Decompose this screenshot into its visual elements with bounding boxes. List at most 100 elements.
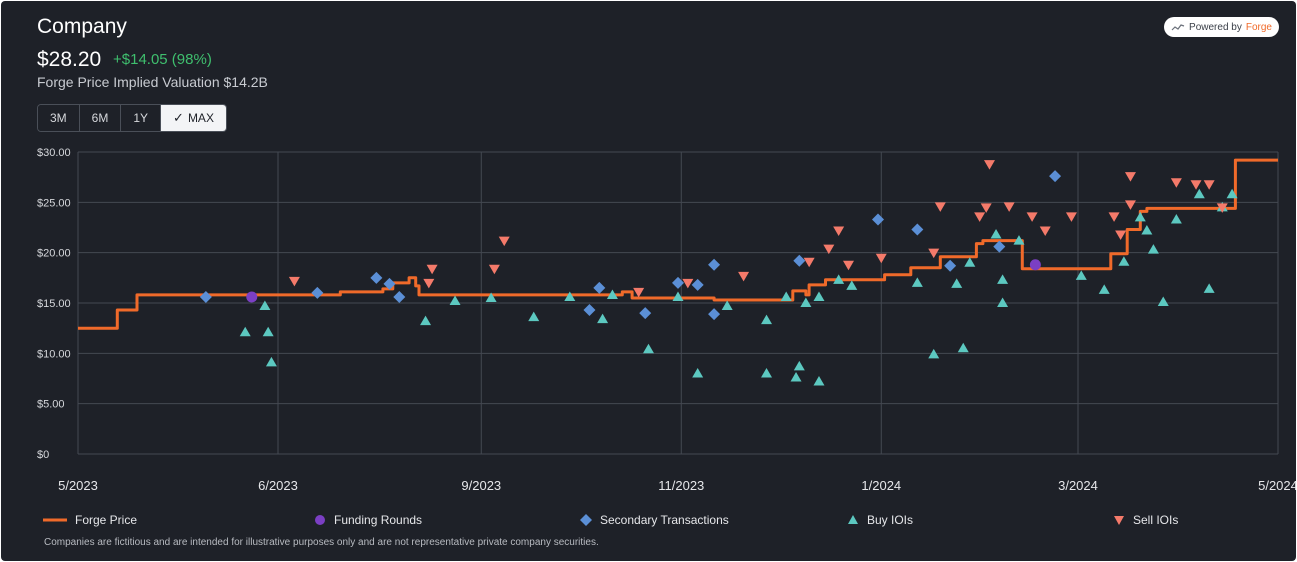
secondary-transaction-point [993, 240, 1006, 253]
price-change: +$14.05 (98%) [113, 51, 212, 68]
buy-ioi-point [846, 280, 858, 290]
buy-ioi-point [833, 274, 845, 284]
sell-ioi-point [426, 264, 438, 275]
secondary-transaction-point [583, 304, 596, 317]
buy-ioi-point [597, 313, 609, 324]
disclaimer-text: Companies are fictitious and are intende… [44, 537, 599, 548]
buy-ioi-point [997, 297, 1009, 307]
funding-round-point [246, 291, 258, 303]
secondary-transaction-point [793, 254, 806, 267]
buy-ioi-point [813, 376, 825, 386]
sell-ioi-point [1108, 212, 1120, 222]
buy-ioi-point [793, 360, 805, 371]
sell-ioi-point [1124, 200, 1136, 210]
sell-ioi-point [423, 278, 435, 289]
x-tick-label: 6/2023 [258, 478, 298, 493]
x-tick-label: 5/2023 [58, 478, 98, 493]
y-tick-label: $0 [37, 449, 49, 461]
y-tick-label: $5.00 [37, 399, 65, 411]
buy-ioi-point [761, 367, 773, 378]
secondary-transaction-point [1049, 170, 1062, 183]
buy-ioi-point [1147, 244, 1159, 254]
sell-ioi-point [803, 257, 815, 268]
range-button-1y[interactable]: 1Y [121, 105, 162, 131]
legend-line-swatch [43, 518, 67, 522]
x-tick-label: 5/2024 [1258, 478, 1296, 493]
sell-ioi-point [928, 248, 940, 259]
range-label-1y: 1Y [133, 111, 149, 125]
buy-ioi-point [1193, 188, 1205, 199]
secondary-transaction-point [370, 271, 383, 284]
sell-ioi-point [682, 278, 694, 289]
buy-ioi-point [1170, 213, 1182, 224]
current-price: $28.20 [37, 48, 102, 71]
sell-ioi-point [1124, 172, 1136, 182]
sell-ioi-point [875, 253, 887, 264]
buy-ioi-point [1075, 270, 1087, 280]
buy-ioi-point [813, 291, 825, 301]
legend-forge-price: Forge Price [43, 513, 137, 527]
buy-ioi-point [1141, 225, 1153, 235]
range-label-max: MAX [187, 111, 214, 125]
sell-ioi-point [738, 271, 750, 282]
buy-ioi-point [485, 292, 497, 302]
buy-ioi-point [1203, 283, 1215, 293]
buy-ioi-point [957, 342, 969, 353]
sell-ioi-point [823, 244, 835, 255]
range-button-3m[interactable]: 3M [38, 105, 80, 131]
implied-valuation: Forge Price Implied Valuation $14.2B [37, 74, 268, 90]
powered-by-forge-badge[interactable]: Powered by Forge [1164, 17, 1279, 37]
sell-ioi-point [1170, 178, 1182, 188]
legend-funding-rounds: Funding Rounds [314, 513, 422, 527]
company-title: Company [37, 15, 127, 38]
secondary-transaction-point [199, 290, 212, 303]
sell-ioi-point [633, 287, 645, 298]
secondary-transaction-point [639, 307, 652, 320]
legend-forge-price-label: Forge Price [75, 513, 138, 527]
secondary-transaction-point [393, 290, 406, 303]
time-range-selector: 3M 6M 1Y ✓ MAX [37, 104, 227, 132]
secondary-transaction-point [691, 278, 704, 291]
legend-buy-iois: Buy IOIs [847, 513, 913, 527]
legend-diamond-swatch [580, 514, 592, 526]
buy-ioi-point [790, 371, 802, 382]
buy-ioi-point [259, 300, 271, 311]
secondary-transaction-point [383, 277, 396, 290]
secondary-transaction-point [708, 308, 721, 321]
sell-ioi-point [488, 264, 500, 275]
legend-circle-swatch [315, 515, 325, 525]
buy-ioi-point [528, 311, 540, 322]
sell-ioi-point [1065, 212, 1077, 222]
buy-ioi-point [800, 297, 812, 307]
legend-sell-iois: Sell IOIs [1113, 513, 1178, 527]
range-button-max[interactable]: ✓ MAX [161, 105, 226, 131]
buy-ioi-point [1013, 235, 1025, 245]
range-label-3m: 3M [50, 111, 67, 125]
sell-ioi-point [1190, 180, 1202, 190]
x-tick-label: 3/2024 [1058, 478, 1098, 493]
y-tick-label: $10.00 [37, 348, 71, 360]
sell-ioi-point [498, 236, 510, 247]
buy-ioi-point [672, 291, 684, 301]
legend-funding-rounds-label: Funding Rounds [334, 513, 423, 527]
buy-ioi-point [951, 278, 963, 288]
buy-ioi-point [761, 314, 773, 325]
sell-ioi-point [842, 260, 854, 271]
secondary-transaction-point [708, 258, 721, 271]
buy-ioi-point [721, 300, 733, 311]
secondary-transaction-point [593, 281, 606, 294]
buy-ioi-point [911, 277, 923, 287]
range-button-6m[interactable]: 6M [79, 105, 122, 131]
buy-ioi-point [265, 356, 277, 367]
x-tick-label: 11/2023 [658, 478, 704, 493]
buy-ioi-point [564, 291, 576, 301]
secondary-transaction-point [311, 286, 324, 299]
buy-ioi-point [1118, 256, 1130, 266]
buy-ioi-point [990, 229, 1002, 239]
buy-ioi-point [997, 274, 1009, 284]
buy-ioi-point [1226, 188, 1238, 199]
legend-secondary-transactions-label: Secondary Transactions [600, 513, 729, 527]
forge-brand-text: Forge [1245, 21, 1272, 33]
trend-chart-icon [1171, 24, 1185, 31]
